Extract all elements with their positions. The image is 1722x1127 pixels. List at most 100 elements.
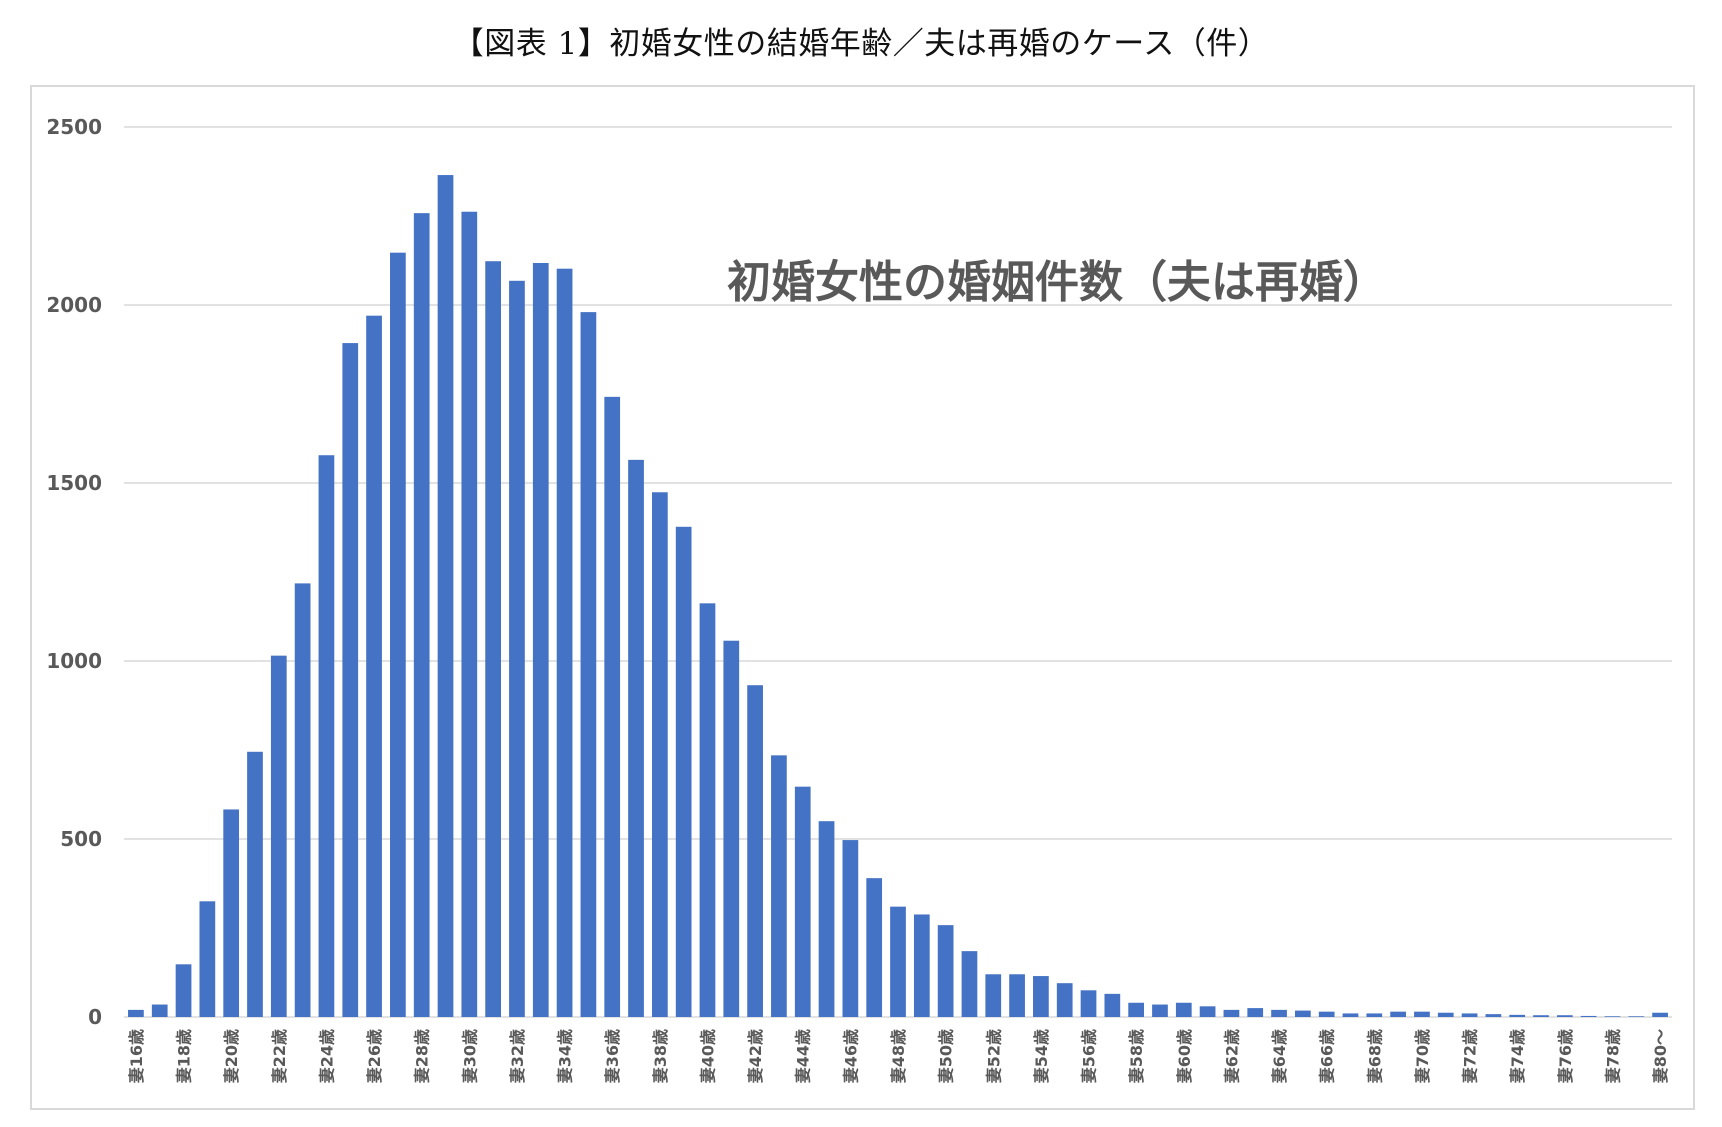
bar-妻56歳	[1080, 990, 1097, 1017]
bar-妻28歳	[413, 213, 430, 1017]
x-tick-label: 妻26歳	[365, 1029, 384, 1083]
bar-妻51歳	[961, 951, 978, 1017]
gridlines	[124, 126, 1672, 1018]
bar-妻65歳	[1295, 1010, 1311, 1017]
bar-妻25歳	[342, 343, 359, 1018]
bar-妻52歳	[985, 974, 1002, 1017]
bar-妻35歳	[580, 312, 597, 1017]
bar-妻63歳	[1247, 1008, 1264, 1017]
bars	[128, 175, 1668, 1018]
bar-妻48歳	[890, 906, 906, 1017]
y-axis-tick-labels: 0 500 1000 1500 2000 2500	[46, 115, 102, 1029]
x-tick-label: 妻60歳	[1175, 1029, 1194, 1083]
bar-妻59歳	[1152, 1004, 1168, 1017]
bar-妻37歳	[628, 459, 644, 1017]
bar-妻39歳	[675, 526, 692, 1017]
bar-妻61歳	[1199, 1006, 1216, 1017]
bar-妻73歳	[1485, 1014, 1502, 1017]
x-tick-label: 妻72歳	[1461, 1029, 1480, 1083]
y-tick-label: 500	[60, 827, 102, 851]
x-tick-label: 妻54歳	[1032, 1029, 1051, 1083]
bar-妻46歳	[842, 840, 859, 1017]
bar-妻34歳	[556, 268, 573, 1017]
chart-frame: 0 500 1000 1500 2000 2500 妻16歳 妻18歳 妻20歳 妻22歳 妻24…	[30, 85, 1695, 1110]
bar-妻17歳	[151, 1004, 168, 1017]
bar-妻60歳	[1175, 1002, 1192, 1017]
x-tick-label: 妻32歳	[508, 1029, 527, 1083]
bar-妻71歳	[1437, 1012, 1454, 1017]
x-axis-tick-labels: 妻16歳 妻18歳 妻20歳 妻22歳 妻24歳 妻26歳 妻28歳 妻30歳 妻32歳 妻34歳…	[127, 1029, 1670, 1083]
bar-妻30歳	[461, 211, 478, 1018]
bar-妻75歳	[1533, 1015, 1549, 1017]
bar-妻58歳	[1128, 1002, 1145, 1017]
x-tick-label: 妻48歳	[889, 1029, 908, 1083]
bar-妻67歳	[1342, 1013, 1359, 1017]
bar-妻18歳	[175, 964, 192, 1017]
chart-annotation: 初婚女性の婚姻件数（夫は再婚）	[727, 257, 1387, 308]
bar-妻44歳	[794, 786, 811, 1017]
bar-妻24歳	[318, 455, 335, 1018]
bar-妻16歳	[128, 1009, 144, 1017]
y-tick-label: 2500	[46, 115, 102, 139]
bar-妻40歳	[699, 603, 716, 1017]
x-tick-label: 妻18歳	[175, 1029, 194, 1083]
x-tick-label: 妻36歳	[603, 1029, 622, 1083]
x-tick-label: 妻44歳	[794, 1029, 813, 1083]
bar-妻19歳	[199, 901, 216, 1017]
x-tick-label: 妻20歳	[222, 1029, 241, 1083]
x-tick-label: 妻34歳	[556, 1029, 575, 1083]
bar-妻78歳	[1604, 1016, 1621, 1017]
bar-chart: 0 500 1000 1500 2000 2500 妻16歳 妻18歳 妻20歳 妻22歳 妻24…	[46, 115, 1672, 1083]
x-tick-label: 妻42歳	[746, 1029, 765, 1083]
x-tick-label: 妻74歳	[1508, 1029, 1527, 1083]
x-tick-label: 妻78歳	[1603, 1029, 1622, 1083]
bar-妻42歳	[747, 685, 763, 1017]
bar-妻70歳	[1414, 1011, 1430, 1017]
bar-妻36歳	[604, 396, 621, 1018]
bar-妻79歳	[1628, 1016, 1645, 1017]
bar-妻66歳	[1318, 1011, 1335, 1017]
bar-妻50歳	[937, 925, 954, 1017]
x-tick-label: 妻80～	[1651, 1029, 1670, 1083]
bar-妻21歳	[247, 751, 263, 1017]
x-tick-label: 妻30歳	[460, 1029, 479, 1083]
bar-妻64歳	[1271, 1009, 1287, 1017]
x-tick-label: 妻62歳	[1222, 1029, 1241, 1083]
x-tick-label: 妻76歳	[1556, 1029, 1575, 1083]
bar-妻55歳	[1056, 983, 1073, 1017]
y-tick-label: 1500	[46, 471, 102, 495]
bar-妻45歳	[818, 821, 835, 1017]
x-tick-label: 妻40歳	[698, 1029, 717, 1083]
bar-妻77歳	[1580, 1015, 1597, 1017]
bar-妻53歳	[1009, 974, 1025, 1017]
bar-妻69歳	[1390, 1011, 1406, 1017]
bar-妻72歳	[1461, 1013, 1478, 1017]
x-tick-label: 妻50歳	[937, 1029, 956, 1083]
bar-妻26歳	[366, 315, 382, 1017]
bar-妻29歳	[437, 175, 454, 1017]
bar-妻57歳	[1104, 993, 1121, 1017]
bar-妻41歳	[723, 640, 740, 1017]
y-tick-label: 2000	[46, 293, 102, 317]
figure-title: 【図表 1】初婚女性の結婚年齢／夫は再婚のケース（件）	[452, 26, 1270, 62]
x-tick-label: 妻52歳	[984, 1029, 1003, 1083]
x-tick-label: 妻22歳	[270, 1029, 289, 1083]
bar-妻49歳	[913, 914, 930, 1017]
y-tick-label: 0	[88, 1005, 102, 1029]
bar-妻38歳	[651, 492, 668, 1017]
bar-妻23歳	[294, 583, 311, 1017]
bar-妻47歳	[866, 878, 883, 1017]
x-tick-label: 妻56歳	[1080, 1029, 1099, 1083]
x-tick-label: 妻28歳	[413, 1029, 432, 1083]
x-tick-label: 妻68歳	[1365, 1029, 1384, 1083]
bar-妻76歳	[1556, 1015, 1573, 1017]
x-tick-label: 妻64歳	[1270, 1029, 1289, 1083]
x-tick-label: 妻58歳	[1127, 1029, 1146, 1083]
x-tick-label: 妻16歳	[127, 1029, 146, 1083]
x-tick-label: 妻70歳	[1413, 1029, 1432, 1083]
bar-妻54歳	[1033, 976, 1049, 1017]
bar-妻33歳	[532, 262, 549, 1017]
bar-妻68歳	[1366, 1013, 1383, 1017]
bar-妻80～	[1652, 1012, 1668, 1017]
x-tick-label: 妻66歳	[1318, 1029, 1337, 1083]
